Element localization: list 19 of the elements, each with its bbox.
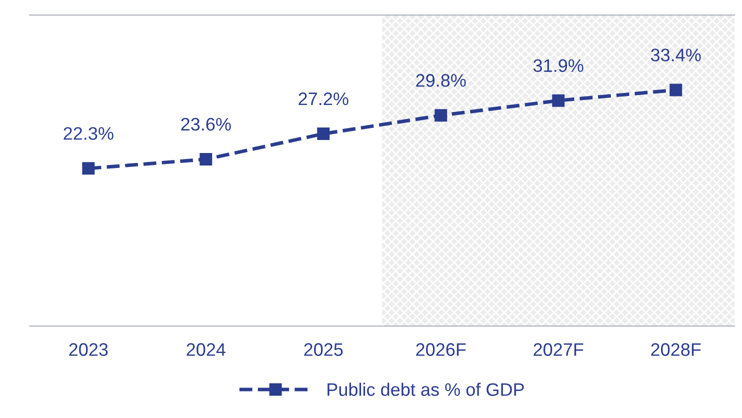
x-tick-label: 2025 bbox=[304, 343, 343, 356]
data-label: 22.3% bbox=[64, 127, 114, 140]
x-tick-label: 2024 bbox=[186, 343, 226, 356]
data-label: 29.8% bbox=[416, 74, 466, 87]
point bbox=[82, 162, 95, 175]
data-label: 31.9% bbox=[533, 59, 584, 72]
data-label: 27.2% bbox=[298, 92, 348, 106]
x-tick-label: 2026F bbox=[416, 343, 466, 356]
legend-label: Public debt as % of GDP bbox=[328, 382, 524, 396]
point bbox=[317, 128, 330, 140]
x-tick-label: 2027F bbox=[534, 343, 584, 356]
point bbox=[434, 109, 448, 122]
point bbox=[670, 84, 682, 96]
point bbox=[552, 94, 565, 107]
point bbox=[200, 152, 212, 166]
data-label: 33.4% bbox=[650, 48, 701, 62]
data-label: 23.6% bbox=[181, 118, 231, 131]
x-tick-label: 2028F bbox=[651, 343, 701, 356]
x-tick-label: 2023 bbox=[69, 343, 108, 356]
